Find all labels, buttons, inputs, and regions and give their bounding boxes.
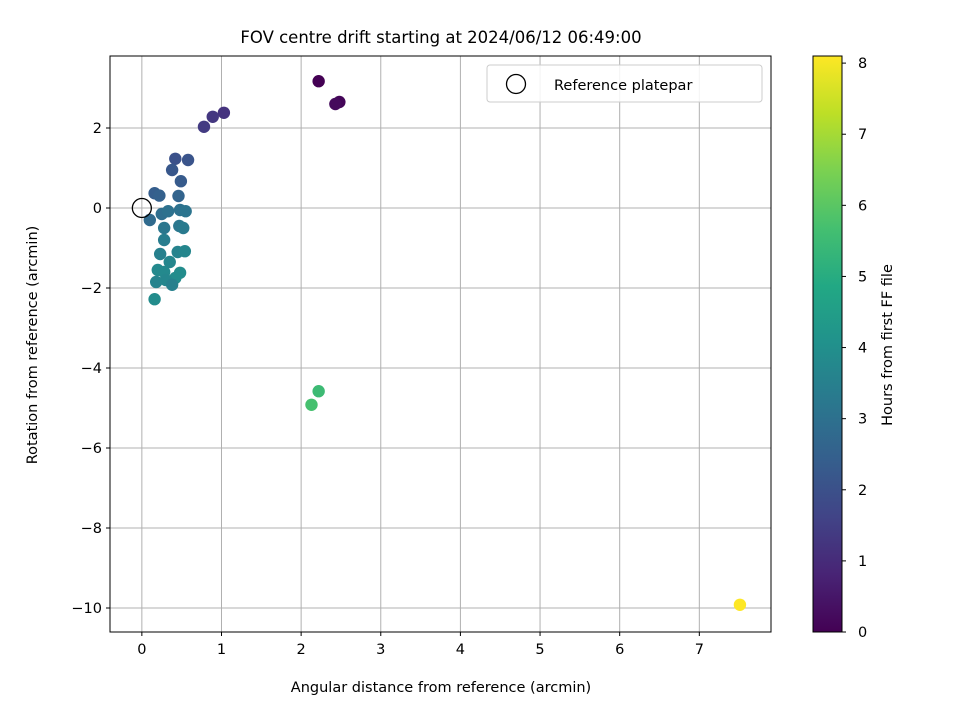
data-point <box>179 205 192 218</box>
grid-lines <box>110 56 771 632</box>
data-point <box>165 278 179 291</box>
y-tick-label: −6 <box>81 441 102 457</box>
colorbar-tick-label: 6 <box>858 198 867 214</box>
data-point <box>143 213 157 227</box>
colorbar-tick-label: 4 <box>858 341 867 357</box>
x-axis-label: Angular distance from reference (arcmin) <box>291 680 591 696</box>
x-tick-label: 6 <box>615 642 624 658</box>
data-point <box>312 385 325 398</box>
data-point <box>161 205 175 218</box>
legend: Reference platepar <box>486 64 763 103</box>
data-point <box>733 598 747 611</box>
scatter-points <box>131 75 747 611</box>
data-point <box>329 97 342 111</box>
x-tick-label: 7 <box>695 642 704 658</box>
chart-title: FOV centre drift starting at 2024/06/12 … <box>240 28 641 47</box>
colorbar-ticks: 0 1 2 3 4 5 6 7 8 <box>842 56 867 641</box>
x-axis-ticks: 0 1 2 3 4 5 6 7 <box>137 632 704 658</box>
data-point <box>157 233 171 247</box>
colorbar-tick-label: 5 <box>858 269 867 285</box>
x-tick-label: 2 <box>297 642 306 658</box>
colorbar-tick-label: 2 <box>858 483 867 499</box>
x-tick-label: 3 <box>376 642 385 658</box>
data-point <box>206 110 219 124</box>
data-point <box>312 75 325 88</box>
data-point <box>169 152 182 165</box>
y-tick-label: 0 <box>93 201 102 217</box>
y-tick-label: −2 <box>81 281 102 297</box>
colorbar-tick-label: 8 <box>858 56 867 72</box>
data-point <box>163 255 176 269</box>
plot-frame <box>109 55 772 633</box>
y-tick-label: 2 <box>93 121 102 137</box>
x-tick-label: 5 <box>535 642 544 658</box>
data-point <box>165 163 179 177</box>
legend-label: Reference platepar <box>554 78 692 94</box>
data-point <box>148 293 161 306</box>
y-axis-ticks: 2 0 −2 −4 −6 −8 −10 <box>71 121 110 617</box>
data-point <box>174 175 188 188</box>
colorbar-label: Hours from first FF file <box>880 264 896 426</box>
data-point <box>197 120 211 133</box>
y-axis-label: Rotation from reference (arcmin) <box>25 226 41 465</box>
colorbar-tick-label: 1 <box>858 554 867 570</box>
colorbar-tick-label: 7 <box>858 127 867 143</box>
data-point <box>149 275 163 289</box>
y-tick-label: −10 <box>71 601 102 617</box>
data-point <box>157 221 171 235</box>
x-tick-label: 0 <box>137 642 146 658</box>
data-point <box>305 398 318 411</box>
data-point <box>217 106 231 120</box>
colorbar-tick-label: 0 <box>858 625 867 641</box>
data-point <box>181 153 195 167</box>
data-point <box>153 247 167 261</box>
data-point <box>172 189 185 203</box>
y-tick-label: −4 <box>81 361 102 377</box>
data-point <box>177 221 190 235</box>
x-tick-label: 1 <box>217 642 226 658</box>
data-point <box>178 245 192 258</box>
legend-marker <box>505 73 527 95</box>
x-tick-label: 4 <box>456 642 465 658</box>
colorbar <box>812 55 843 633</box>
data-point <box>153 189 166 202</box>
legend-box <box>486 64 763 103</box>
y-tick-label: −8 <box>81 521 102 537</box>
colorbar-tick-label: 3 <box>858 412 867 428</box>
reference-marker <box>131 197 153 219</box>
